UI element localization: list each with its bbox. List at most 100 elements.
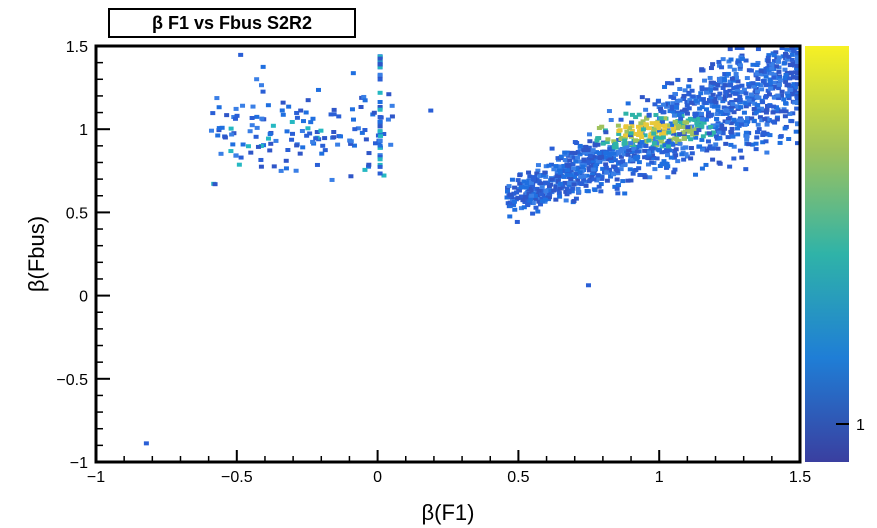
heat-cell [516, 188, 522, 193]
heat-cell [313, 136, 319, 141]
heat-cell [795, 46, 800, 50]
heat-cell [711, 104, 717, 109]
heat-cell [214, 96, 220, 101]
heat-cell [737, 148, 743, 153]
heat-cell [338, 134, 344, 139]
heat-cell [720, 131, 726, 136]
heat-cell [758, 83, 764, 88]
heat-cell [717, 96, 723, 101]
heat-cell [741, 87, 747, 92]
heat-cell [714, 123, 720, 128]
heat-cell [760, 140, 766, 145]
heat-cell [377, 99, 383, 104]
heat-cell [377, 56, 383, 61]
heat-cell [506, 184, 512, 189]
heat-cell [638, 125, 644, 130]
heat-cell [255, 144, 261, 149]
heat-cell [723, 108, 729, 113]
heat-cell [628, 131, 634, 136]
heat-cell [530, 201, 536, 206]
heat-cell [216, 126, 222, 131]
heat-cell [782, 51, 788, 56]
heat-cell [661, 130, 667, 135]
heat-cell [768, 86, 774, 91]
heat-cell [754, 135, 760, 140]
heat-cell [314, 130, 320, 135]
heat-cell [715, 82, 721, 87]
heat-cell [539, 199, 545, 204]
heat-cell [668, 94, 674, 99]
heat-cell [754, 89, 760, 94]
heat-cell [248, 150, 254, 155]
heat-cell [685, 125, 691, 130]
heat-cell [667, 109, 673, 114]
heat-cell [675, 77, 681, 82]
heat-cell [650, 153, 656, 158]
heat-cell [733, 72, 739, 77]
heat-cell [555, 179, 561, 184]
heat-cell [651, 131, 657, 136]
heat-cell [637, 172, 643, 177]
heat-cell [704, 90, 710, 95]
heat-cell [706, 146, 712, 151]
y-tick-label: 1 [79, 122, 88, 139]
heat-cell [268, 141, 274, 146]
heat-cell [715, 104, 721, 109]
heat-cell [656, 104, 662, 109]
heat-cell [575, 149, 581, 154]
heat-cell [732, 91, 738, 96]
heat-cell [756, 108, 762, 113]
heat-cell [745, 116, 751, 121]
heat-cell [767, 133, 773, 138]
heat-cell [761, 69, 767, 74]
heat-cell [785, 82, 791, 87]
heat-cell [595, 142, 601, 147]
heat-cell [657, 139, 663, 144]
heat-cell [669, 141, 675, 146]
heat-cell [758, 72, 764, 77]
heat-cell [657, 163, 663, 168]
heat-cell [538, 192, 544, 197]
heat-cell [764, 122, 770, 127]
heatmap-cells [143, 46, 800, 446]
heat-cell [642, 148, 648, 153]
heat-cell [791, 75, 797, 80]
heat-cell [664, 149, 670, 154]
heat-cell [708, 113, 714, 118]
heat-cell [738, 100, 744, 105]
heat-cell [707, 75, 713, 80]
heat-cell [294, 143, 300, 148]
heat-cell [298, 108, 304, 113]
heat-cell [719, 129, 725, 134]
heat-cell [525, 203, 531, 208]
heat-cell [529, 193, 535, 198]
heat-cell [707, 88, 713, 93]
heat-cell [681, 136, 687, 141]
heat-cell [730, 134, 736, 139]
heat-cell [643, 107, 649, 112]
heat-cell [615, 183, 621, 188]
heat-cell [763, 74, 769, 79]
heat-cell [536, 199, 542, 204]
heat-cell [581, 177, 587, 182]
heat-cell [646, 150, 652, 155]
heat-cell [717, 136, 723, 141]
heat-cell [771, 104, 777, 109]
heat-cell [322, 148, 328, 153]
heat-cell [690, 132, 696, 137]
heat-cell [698, 121, 704, 126]
heat-cell [689, 151, 695, 156]
heat-cell [381, 173, 387, 178]
heat-cell [725, 135, 731, 140]
heat-cell [666, 130, 672, 135]
heat-cell [589, 156, 595, 161]
heat-cell [710, 92, 716, 97]
heat-cell [739, 83, 745, 88]
heat-cell [722, 78, 728, 83]
heat-cell [528, 180, 534, 185]
heat-cell [679, 109, 685, 114]
heat-cell [363, 137, 369, 142]
heat-cell [594, 150, 600, 155]
heat-cell [763, 83, 769, 88]
heat-cell [685, 134, 691, 139]
